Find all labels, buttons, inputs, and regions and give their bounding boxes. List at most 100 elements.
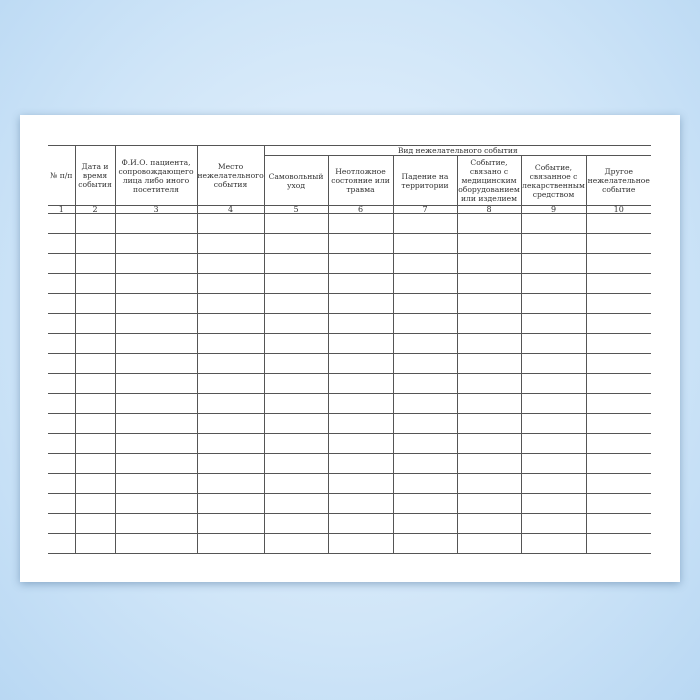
empty-cell[interactable] [74, 333, 116, 354]
empty-cell[interactable] [392, 513, 458, 534]
empty-cell[interactable] [456, 273, 522, 294]
empty-cell[interactable] [392, 433, 458, 454]
empty-cell[interactable] [263, 273, 329, 294]
empty-cell[interactable] [327, 213, 394, 234]
empty-cell[interactable] [520, 273, 587, 294]
empty-cell[interactable] [48, 213, 76, 234]
empty-cell[interactable] [196, 253, 265, 274]
empty-cell[interactable] [48, 373, 76, 394]
empty-cell[interactable] [585, 293, 651, 314]
empty-cell[interactable] [520, 413, 587, 434]
empty-cell[interactable] [74, 353, 116, 374]
empty-cell[interactable] [520, 293, 587, 314]
empty-cell[interactable] [392, 453, 458, 474]
empty-cell[interactable] [48, 393, 76, 414]
empty-cell[interactable] [327, 333, 394, 354]
empty-cell[interactable] [196, 413, 265, 434]
empty-cell[interactable] [456, 533, 522, 554]
empty-cell[interactable] [263, 393, 329, 414]
empty-cell[interactable] [456, 353, 522, 374]
empty-cell[interactable] [585, 513, 651, 534]
empty-cell[interactable] [392, 353, 458, 374]
empty-cell[interactable] [196, 393, 265, 414]
empty-cell[interactable] [263, 313, 329, 334]
empty-cell[interactable] [327, 293, 394, 314]
empty-cell[interactable] [585, 373, 651, 394]
empty-cell[interactable] [196, 373, 265, 394]
empty-cell[interactable] [327, 233, 394, 254]
empty-cell[interactable] [456, 333, 522, 354]
empty-cell[interactable] [327, 433, 394, 454]
empty-cell[interactable] [456, 313, 522, 334]
empty-cell[interactable] [456, 453, 522, 474]
empty-cell[interactable] [114, 253, 198, 274]
empty-cell[interactable] [48, 273, 76, 294]
empty-cell[interactable] [74, 413, 116, 434]
empty-cell[interactable] [392, 393, 458, 414]
empty-cell[interactable] [74, 433, 116, 454]
empty-cell[interactable] [392, 253, 458, 274]
empty-cell[interactable] [48, 513, 76, 534]
empty-cell[interactable] [327, 453, 394, 474]
empty-cell[interactable] [263, 253, 329, 274]
empty-cell[interactable] [263, 213, 329, 234]
empty-cell[interactable] [74, 273, 116, 294]
empty-cell[interactable] [48, 333, 76, 354]
empty-cell[interactable] [48, 493, 76, 514]
empty-cell[interactable] [263, 373, 329, 394]
empty-cell[interactable] [392, 373, 458, 394]
empty-cell[interactable] [114, 493, 198, 514]
empty-cell[interactable] [114, 413, 198, 434]
empty-cell[interactable] [392, 293, 458, 314]
empty-cell[interactable] [48, 533, 76, 554]
empty-cell[interactable] [263, 433, 329, 454]
empty-cell[interactable] [585, 213, 651, 234]
empty-cell[interactable] [520, 533, 587, 554]
empty-cell[interactable] [48, 313, 76, 334]
empty-cell[interactable] [114, 453, 198, 474]
empty-cell[interactable] [585, 493, 651, 514]
empty-cell[interactable] [520, 393, 587, 414]
empty-cell[interactable] [456, 253, 522, 274]
empty-cell[interactable] [48, 433, 76, 454]
empty-cell[interactable] [456, 293, 522, 314]
empty-cell[interactable] [263, 533, 329, 554]
empty-cell[interactable] [327, 373, 394, 394]
empty-cell[interactable] [114, 513, 198, 534]
empty-cell[interactable] [585, 233, 651, 254]
empty-cell[interactable] [585, 253, 651, 274]
empty-cell[interactable] [48, 293, 76, 314]
empty-cell[interactable] [114, 353, 198, 374]
empty-cell[interactable] [585, 393, 651, 414]
empty-cell[interactable] [456, 233, 522, 254]
empty-cell[interactable] [114, 433, 198, 454]
empty-cell[interactable] [585, 453, 651, 474]
empty-cell[interactable] [74, 253, 116, 274]
empty-cell[interactable] [263, 513, 329, 534]
empty-cell[interactable] [520, 513, 587, 534]
empty-cell[interactable] [114, 533, 198, 554]
empty-cell[interactable] [114, 393, 198, 414]
empty-cell[interactable] [196, 433, 265, 454]
empty-cell[interactable] [263, 453, 329, 474]
empty-cell[interactable] [263, 413, 329, 434]
empty-cell[interactable] [327, 313, 394, 334]
empty-cell[interactable] [392, 273, 458, 294]
empty-cell[interactable] [392, 473, 458, 494]
empty-cell[interactable] [520, 373, 587, 394]
empty-cell[interactable] [114, 213, 198, 234]
empty-cell[interactable] [74, 213, 116, 234]
empty-cell[interactable] [196, 513, 265, 534]
empty-cell[interactable] [392, 533, 458, 554]
empty-cell[interactable] [585, 433, 651, 454]
empty-cell[interactable] [196, 213, 265, 234]
empty-cell[interactable] [196, 233, 265, 254]
empty-cell[interactable] [520, 493, 587, 514]
empty-cell[interactable] [74, 313, 116, 334]
empty-cell[interactable] [114, 273, 198, 294]
empty-cell[interactable] [327, 473, 394, 494]
empty-cell[interactable] [392, 413, 458, 434]
empty-cell[interactable] [74, 293, 116, 314]
empty-cell[interactable] [456, 513, 522, 534]
empty-cell[interactable] [327, 273, 394, 294]
